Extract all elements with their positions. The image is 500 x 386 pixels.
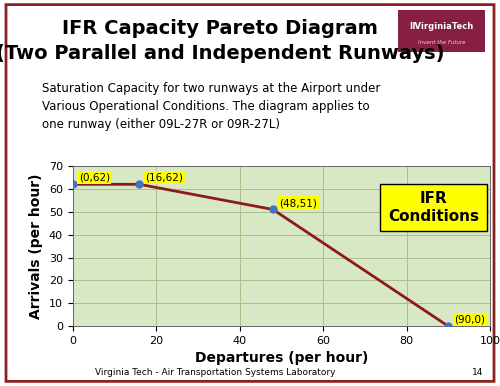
Text: (Two Parallel and Independent Runways): (Two Parallel and Independent Runways) xyxy=(0,44,444,63)
Text: IFR
Conditions: IFR Conditions xyxy=(388,191,479,224)
X-axis label: Departures (per hour): Departures (per hour) xyxy=(194,351,368,366)
Point xyxy=(444,323,452,329)
Point xyxy=(136,181,143,187)
Text: (16,62): (16,62) xyxy=(146,173,184,183)
Y-axis label: Arrivals (per hour): Arrivals (per hour) xyxy=(29,173,43,319)
Text: 14: 14 xyxy=(472,368,483,377)
Text: (0,62): (0,62) xyxy=(79,173,110,183)
Text: IFR Capacity Pareto Diagram: IFR Capacity Pareto Diagram xyxy=(62,19,378,39)
Point xyxy=(269,207,277,213)
Text: (48,51): (48,51) xyxy=(279,198,317,208)
Text: (90,0): (90,0) xyxy=(454,315,486,325)
Text: Virginia Tech - Air Transportation Systems Laboratory: Virginia Tech - Air Transportation Syste… xyxy=(95,368,335,377)
Text: Invent the Future: Invent the Future xyxy=(418,41,465,46)
Text: ⅡVirginiaTech: ⅡVirginiaTech xyxy=(409,22,474,31)
Point xyxy=(68,181,76,187)
Text: Saturation Capacity for two runways at the Airport under
Various Operational Con: Saturation Capacity for two runways at t… xyxy=(42,82,381,131)
